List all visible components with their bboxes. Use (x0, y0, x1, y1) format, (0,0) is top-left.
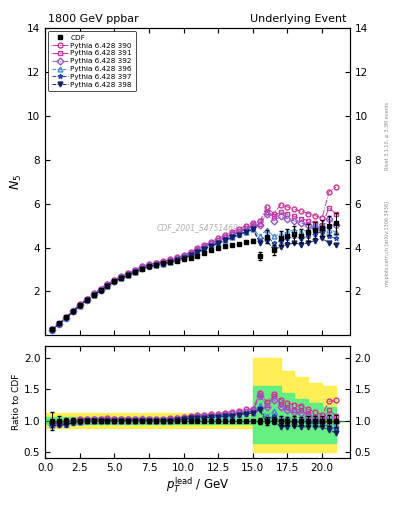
Text: 1800 GeV ppbar: 1800 GeV ppbar (48, 13, 139, 24)
Y-axis label: $N_5$: $N_5$ (9, 174, 24, 190)
X-axis label: $p_T^\mathrm{lead}$ / GeV: $p_T^\mathrm{lead}$ / GeV (165, 476, 230, 495)
Legend: CDF, Pythia 6.428 390, Pythia 6.428 391, Pythia 6.428 392, Pythia 6.428 396, Pyt: CDF, Pythia 6.428 390, Pythia 6.428 391,… (48, 31, 136, 92)
Y-axis label: Ratio to CDF: Ratio to CDF (12, 374, 21, 430)
Text: Rivet 3.1.10, ≥ 3.3M events: Rivet 3.1.10, ≥ 3.3M events (385, 101, 389, 170)
Text: CDF_2001_S4751469: CDF_2001_S4751469 (156, 223, 239, 232)
Text: Underlying Event: Underlying Event (250, 13, 347, 24)
Text: mcplots.cern.ch [arXiv:1306.3436]: mcplots.cern.ch [arXiv:1306.3436] (385, 201, 389, 286)
